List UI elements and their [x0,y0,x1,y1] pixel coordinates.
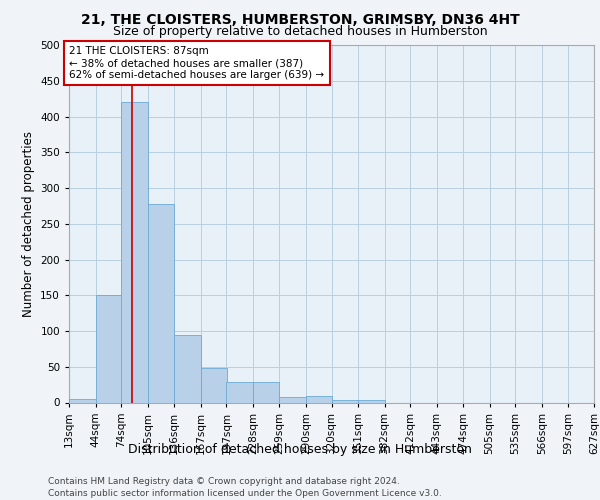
Bar [200,368,227,402]
Text: 21 THE CLOISTERS: 87sqm
← 38% of detached houses are smaller (387)
62% of semi-d: 21 THE CLOISTERS: 87sqm ← 38% of detache… [70,46,325,80]
Bar [358,400,385,402]
Text: Contains public sector information licensed under the Open Government Licence v3: Contains public sector information licen… [48,489,442,498]
Bar [253,382,280,402]
Bar [331,400,358,402]
Bar [95,295,122,403]
Text: 21, THE CLOISTERS, HUMBERSTON, GRIMSBY, DN36 4HT: 21, THE CLOISTERS, HUMBERSTON, GRIMSBY, … [80,12,520,26]
Bar [226,382,253,402]
Bar [306,396,332,402]
Bar [69,399,95,402]
Text: Contains HM Land Registry data © Crown copyright and database right 2024.: Contains HM Land Registry data © Crown c… [48,478,400,486]
Bar [280,398,306,402]
Bar [148,204,174,402]
Text: Size of property relative to detached houses in Humberston: Size of property relative to detached ho… [113,25,487,38]
Bar [121,102,148,403]
Bar [174,334,200,402]
Text: Distribution of detached houses by size in Humberston: Distribution of detached houses by size … [128,442,472,456]
Y-axis label: Number of detached properties: Number of detached properties [22,130,35,317]
